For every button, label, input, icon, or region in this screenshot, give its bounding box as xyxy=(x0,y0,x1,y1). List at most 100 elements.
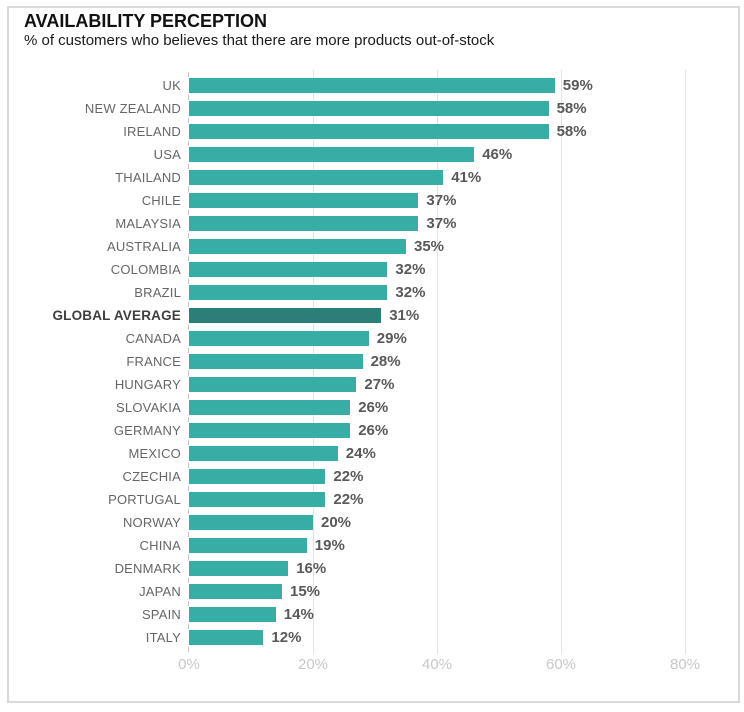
category-label: USA xyxy=(153,147,181,162)
category-axis-tick xyxy=(188,417,189,422)
value-label: 29% xyxy=(376,330,407,347)
chart-card: AVAILABILITY PERCEPTION % of customers w… xyxy=(7,6,740,703)
bar-row: CHINA 19% xyxy=(9,534,738,557)
category-label: AUSTRALIA xyxy=(106,239,181,254)
category-label: GERMANY xyxy=(113,423,181,438)
bar-row: MEXICO 24% xyxy=(9,442,738,465)
value-label: 58% xyxy=(556,123,587,140)
bar xyxy=(189,239,406,254)
bar-row: GLOBAL AVERAGE 31% xyxy=(9,304,738,327)
category-axis-tick xyxy=(188,256,189,261)
bar-row: UK 59% xyxy=(9,74,738,97)
bar xyxy=(189,193,419,208)
x-axis-tick-label: 40% xyxy=(421,656,453,673)
category-label: CHILE xyxy=(141,193,181,208)
category-axis-tick xyxy=(188,187,189,192)
value-label: 28% xyxy=(370,353,401,370)
category-label: FRANCE xyxy=(126,354,181,369)
bar-row: JAPAN 15% xyxy=(9,580,738,603)
category-axis-tick xyxy=(188,279,189,284)
bar xyxy=(189,124,549,139)
gridline xyxy=(437,70,438,654)
category-label: HUNGARY xyxy=(114,377,181,392)
bar xyxy=(189,354,363,369)
category-axis-tick xyxy=(188,371,189,376)
bar-row: CZECHIA 22% xyxy=(9,465,738,488)
value-label: 32% xyxy=(395,284,426,301)
category-label: CANADA xyxy=(125,331,181,346)
bar xyxy=(189,308,382,323)
bar-row: SPAIN 14% xyxy=(9,603,738,626)
bar xyxy=(189,630,264,645)
category-axis-tick xyxy=(188,532,189,537)
bar-row: USA 46% xyxy=(9,143,738,166)
value-label: 26% xyxy=(358,399,389,416)
category-axis-tick xyxy=(188,164,189,169)
bar xyxy=(189,492,326,507)
bar xyxy=(189,147,475,162)
bar xyxy=(189,446,338,461)
bar-row: AUSTRALIA 35% xyxy=(9,235,738,258)
category-label: CZECHIA xyxy=(122,469,181,484)
category-label: IRELAND xyxy=(123,124,181,139)
category-label: BRAZIL xyxy=(134,285,181,300)
category-axis-tick xyxy=(188,578,189,583)
bar-row: COLOMBIA 32% xyxy=(9,258,738,281)
value-label: 16% xyxy=(296,560,327,577)
bar-row: SLOVAKIA 26% xyxy=(9,396,738,419)
value-label: 32% xyxy=(395,261,426,278)
category-axis-tick xyxy=(188,325,189,330)
value-label: 31% xyxy=(389,307,420,324)
gridline xyxy=(685,70,686,654)
category-axis-tick xyxy=(188,394,189,399)
bar-row: PORTUGAL 22% xyxy=(9,488,738,511)
value-label: 37% xyxy=(426,192,457,209)
x-axis-tick-label: 20% xyxy=(297,656,329,673)
bar-row: ITALY 12% xyxy=(9,626,738,649)
value-label: 20% xyxy=(321,514,352,531)
chart-subtitle: % of customers who believes that there a… xyxy=(24,32,495,49)
category-label: JAPAN xyxy=(139,584,181,599)
bar-row: BRAZIL 32% xyxy=(9,281,738,304)
value-label: 14% xyxy=(283,606,314,623)
bar-row: IRELAND 58% xyxy=(9,120,738,143)
category-label: COLOMBIA xyxy=(110,262,181,277)
bar-row: THAILAND 41% xyxy=(9,166,738,189)
bar-row: NEW ZEALAND 58% xyxy=(9,97,738,120)
bar xyxy=(189,538,307,553)
bar-chart: UK 59% NEW ZEALAND 58% IRELAND 58% USA 46% THAIL… xyxy=(9,8,738,701)
x-axis-tick-label: 60% xyxy=(545,656,577,673)
bar xyxy=(189,607,276,622)
bar xyxy=(189,285,388,300)
category-axis-tick xyxy=(188,647,189,652)
category-axis-tick xyxy=(188,118,189,123)
bar xyxy=(189,262,388,277)
category-axis-tick xyxy=(188,624,189,629)
bar xyxy=(189,377,357,392)
category-label: SLOVAKIA xyxy=(116,400,181,415)
gridline xyxy=(561,70,562,654)
bar-row: FRANCE 28% xyxy=(9,350,738,373)
x-axis-tick-label: 0% xyxy=(178,656,200,673)
category-label: MALAYSIA xyxy=(115,216,181,231)
value-label: 22% xyxy=(333,491,364,508)
value-label: 35% xyxy=(414,238,445,255)
bar xyxy=(189,423,351,438)
category-label: ITALY xyxy=(145,630,181,645)
category-axis-tick xyxy=(188,463,189,468)
bar xyxy=(189,331,369,346)
category-axis-tick xyxy=(188,95,189,100)
value-label: 12% xyxy=(271,629,302,646)
category-label: THAILAND xyxy=(115,170,181,185)
bar-row: DENMARK 16% xyxy=(9,557,738,580)
value-label: 19% xyxy=(314,537,345,554)
value-label: 59% xyxy=(562,77,593,94)
category-label: MEXICO xyxy=(128,446,181,461)
category-axis-tick xyxy=(188,302,189,307)
category-axis-tick xyxy=(188,348,189,353)
category-axis-tick xyxy=(188,486,189,491)
x-axis-tick-label: 80% xyxy=(669,656,701,673)
category-axis-tick xyxy=(188,555,189,560)
bar-row: MALAYSIA 37% xyxy=(9,212,738,235)
category-axis-tick xyxy=(188,233,189,238)
